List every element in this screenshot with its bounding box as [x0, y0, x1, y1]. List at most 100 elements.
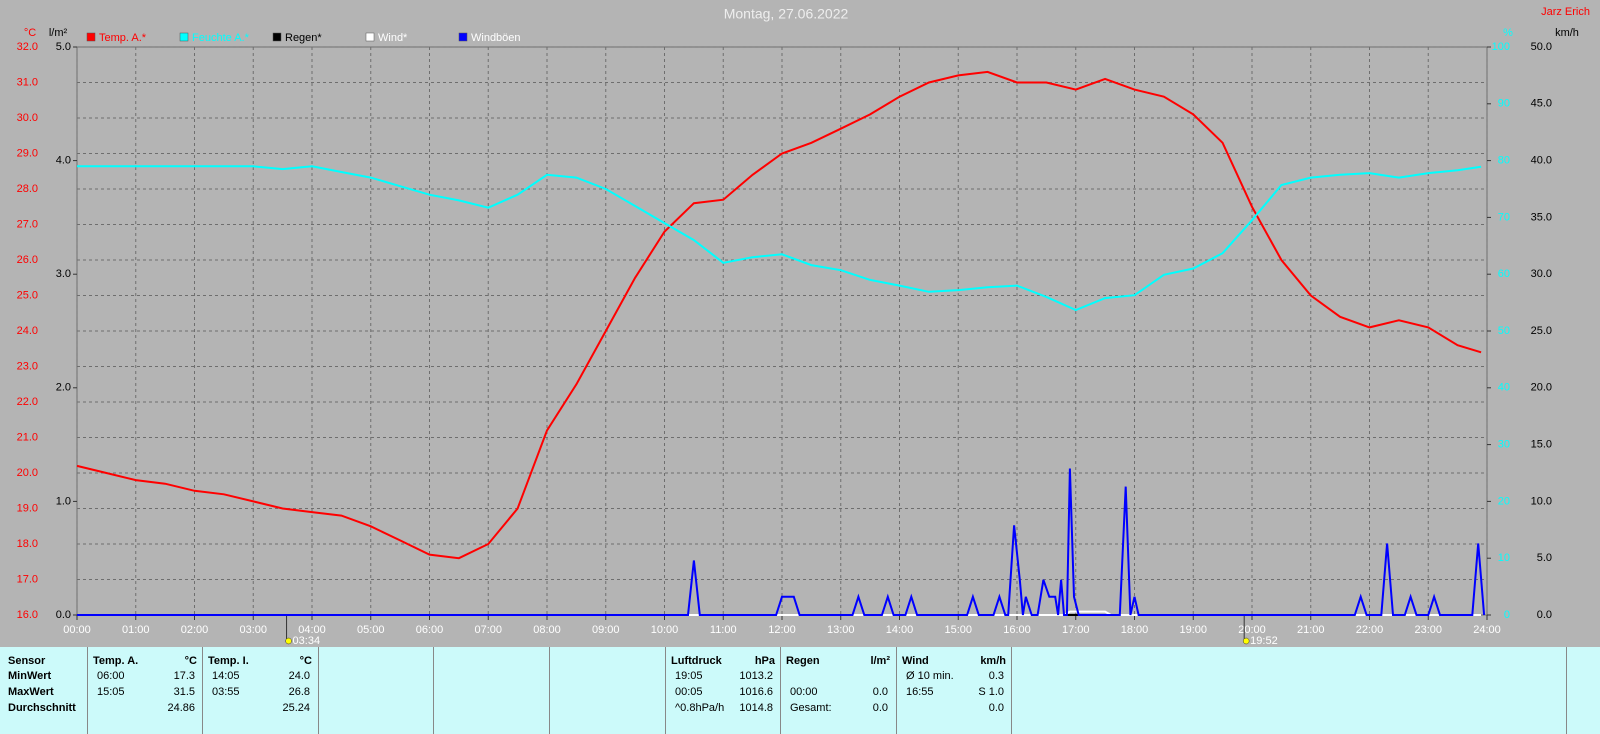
- x-tick-label: 23:00: [1414, 624, 1442, 636]
- stat-time: 00:05: [675, 686, 703, 698]
- x-tick-label: 04:00: [298, 624, 326, 636]
- x-tick-label: 05:00: [357, 624, 385, 636]
- legend-label: Feuchte A.*: [192, 32, 250, 44]
- divider: [318, 647, 319, 734]
- y-tick-label: 29.0: [17, 147, 38, 159]
- block-unit: l/m²: [870, 655, 890, 667]
- y-tick-label: 24.0: [17, 325, 38, 337]
- y-tick-label: 18.0: [17, 538, 38, 550]
- y2-axis-unit: %: [1503, 27, 1513, 39]
- legend-label: Regen*: [285, 32, 322, 44]
- legend-label: Windböen: [471, 32, 521, 44]
- y-tick-label: 27.0: [17, 218, 38, 230]
- stat-value: 0.0: [872, 686, 888, 698]
- chart-title: Montag, 27.06.2022: [724, 6, 849, 22]
- x-tick-label: 16:00: [1003, 624, 1031, 636]
- stat-time: 15:05: [97, 686, 125, 698]
- divider: [549, 647, 550, 734]
- y2-tick-label: 60: [1498, 268, 1510, 280]
- divider: [87, 647, 88, 734]
- chart: Montag, 27.06.2022 Jarz Erich °C l/m² % …: [17, 6, 1590, 647]
- y-tick-label: 30.0: [17, 112, 38, 124]
- y2-tick-label: 50: [1498, 325, 1510, 337]
- y3-tick-label: 5.0: [56, 41, 71, 53]
- x-tick-label: 20:00: [1238, 624, 1266, 636]
- y2-tick-label: 70: [1498, 211, 1510, 223]
- x-tick-label: 03:00: [239, 624, 267, 636]
- y2-tick-label: 10: [1498, 552, 1510, 564]
- series-line: [77, 165, 1482, 312]
- y4-tick-label: 25.0: [1531, 325, 1552, 337]
- y3-tick-label: 0.0: [56, 609, 71, 621]
- divider: [433, 647, 434, 734]
- y-tick-label: 16.0: [17, 609, 38, 621]
- stat-time: Ø 10 min.: [906, 670, 954, 682]
- stats-panel: Sensor MinWert MaxWert Durchschnitt Temp. A.…: [0, 647, 1600, 734]
- x-tick-label: 24:00: [1473, 624, 1501, 636]
- y2-tick-label: 80: [1498, 155, 1510, 167]
- y4-tick-label: 50.0: [1531, 41, 1552, 53]
- series-line: [77, 468, 1486, 616]
- stat-value: S 1.0: [978, 686, 1004, 698]
- x-tick-label: 06:00: [416, 624, 444, 636]
- divider: [1566, 647, 1567, 734]
- x-tick-label: 14:00: [886, 624, 914, 636]
- stat-time: 03:55: [212, 686, 240, 698]
- y3-tick-label: 1.0: [56, 495, 71, 507]
- y2-tick-label: 20: [1498, 495, 1510, 507]
- y-tick-label: 22.0: [17, 396, 38, 408]
- stat-value: 24.86: [167, 702, 195, 714]
- stat-time: 00:00: [790, 686, 818, 698]
- block-unit: °C: [299, 655, 312, 667]
- y-tick-label: 19.0: [17, 502, 38, 514]
- stat-value: 1016.6: [739, 686, 773, 698]
- y4-tick-label: 20.0: [1531, 382, 1552, 394]
- legend-swatch: [179, 32, 189, 42]
- y-tick-label: 26.0: [17, 254, 38, 266]
- stat-time: 06:00: [97, 670, 125, 682]
- y2-tick-label: 0: [1504, 609, 1510, 621]
- stat-value: 0.0: [872, 702, 888, 714]
- y-tick-label: 32.0: [17, 41, 38, 53]
- block-title: Luftdruck: [671, 655, 722, 667]
- block-title: Temp. A.: [93, 655, 139, 667]
- row-label: Durchschnitt: [8, 702, 76, 714]
- annotation-label: 19:52: [1250, 635, 1278, 647]
- y4-tick-label: 5.0: [1537, 552, 1552, 564]
- block-title: Regen: [786, 655, 820, 667]
- stat-time: 16:55: [906, 686, 934, 698]
- block-unit: °C: [184, 655, 197, 667]
- block-unit: km/h: [980, 655, 1006, 667]
- x-tick-label: 02:00: [181, 624, 209, 636]
- y-tick-label: 31.0: [17, 76, 38, 88]
- row-label: Sensor: [8, 655, 46, 667]
- divider: [202, 647, 203, 734]
- x-tick-label: 08:00: [533, 624, 561, 636]
- y3-tick-label: 4.0: [56, 155, 71, 167]
- legend-swatch: [365, 32, 375, 42]
- legend-swatch: [86, 32, 96, 42]
- divider: [665, 647, 666, 734]
- stat-value: 25.24: [282, 702, 310, 714]
- y4-tick-label: 15.0: [1531, 439, 1552, 451]
- block-title: Wind: [902, 655, 929, 667]
- x-tick-label: 19:00: [1179, 624, 1207, 636]
- y-tick-label: 17.0: [17, 573, 38, 585]
- y-axis-unit: °C: [24, 27, 36, 39]
- legend-label: Temp. A.*: [99, 32, 147, 44]
- x-tick-label: 13:00: [827, 624, 855, 636]
- legend-swatch: [458, 32, 468, 42]
- sun-icon: [285, 637, 292, 645]
- y2-tick-label: 40: [1498, 382, 1510, 394]
- y4-tick-label: 45.0: [1531, 98, 1552, 110]
- x-tick-label: 18:00: [1121, 624, 1149, 636]
- y-tick-label: 21.0: [17, 431, 38, 443]
- stat-time: 19:05: [675, 670, 703, 682]
- row-label: MinWert: [8, 670, 52, 682]
- legend-label: Wind*: [378, 32, 408, 44]
- divider: [896, 647, 897, 734]
- stat-value: 26.8: [288, 686, 310, 698]
- x-tick-label: 01:00: [122, 624, 150, 636]
- sun-icon: [1242, 637, 1250, 645]
